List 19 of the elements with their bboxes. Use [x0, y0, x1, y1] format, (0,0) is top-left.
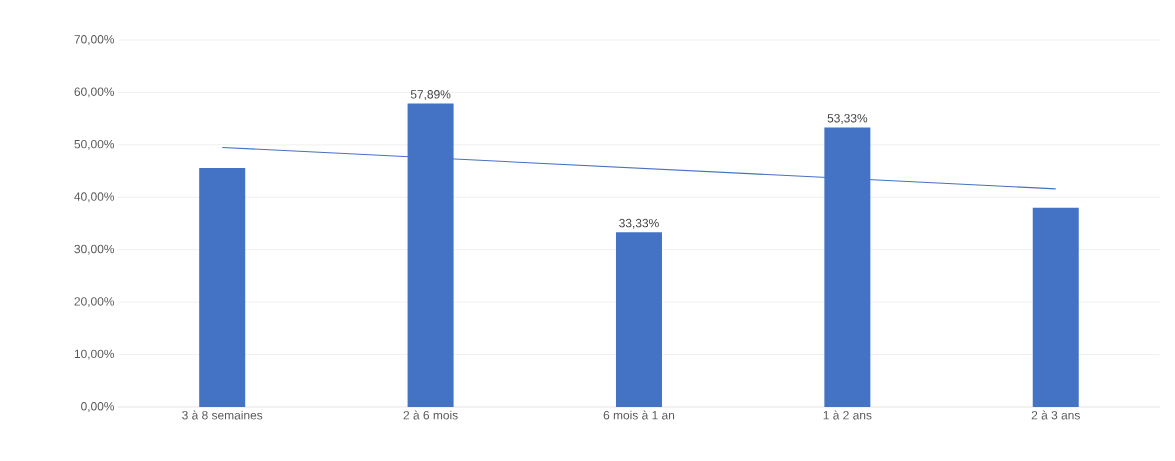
- bar: [615, 232, 662, 407]
- x-tick-label: 6 mois à 1 an: [603, 410, 675, 420]
- x-tick-label: 2 à 3 ans: [1031, 410, 1080, 420]
- data-label: 57,89%: [410, 90, 451, 100]
- x-tick-label: 2 à 6 mois: [403, 410, 458, 420]
- y-tick-label: 0,00%: [81, 402, 115, 412]
- y-tick-label: 50,00%: [74, 139, 115, 150]
- x-tick-label: 1 à 2 ans: [823, 410, 872, 420]
- y-tick-label: 30,00%: [74, 244, 115, 255]
- data-label: 53,33%: [827, 114, 868, 124]
- y-tick-label: 70,00%: [74, 35, 115, 45]
- data-label: 33,33%: [619, 218, 659, 229]
- y-tick-label: 60,00%: [74, 87, 115, 98]
- y-tick-label: 20,00%: [74, 297, 115, 308]
- x-tick-label: 3 à 8 semaines: [182, 410, 263, 420]
- y-tick-label: 40,00%: [74, 192, 115, 203]
- bar: [199, 167, 246, 407]
- bar: [1032, 207, 1079, 407]
- y-tick-label: 10,00%: [74, 349, 115, 360]
